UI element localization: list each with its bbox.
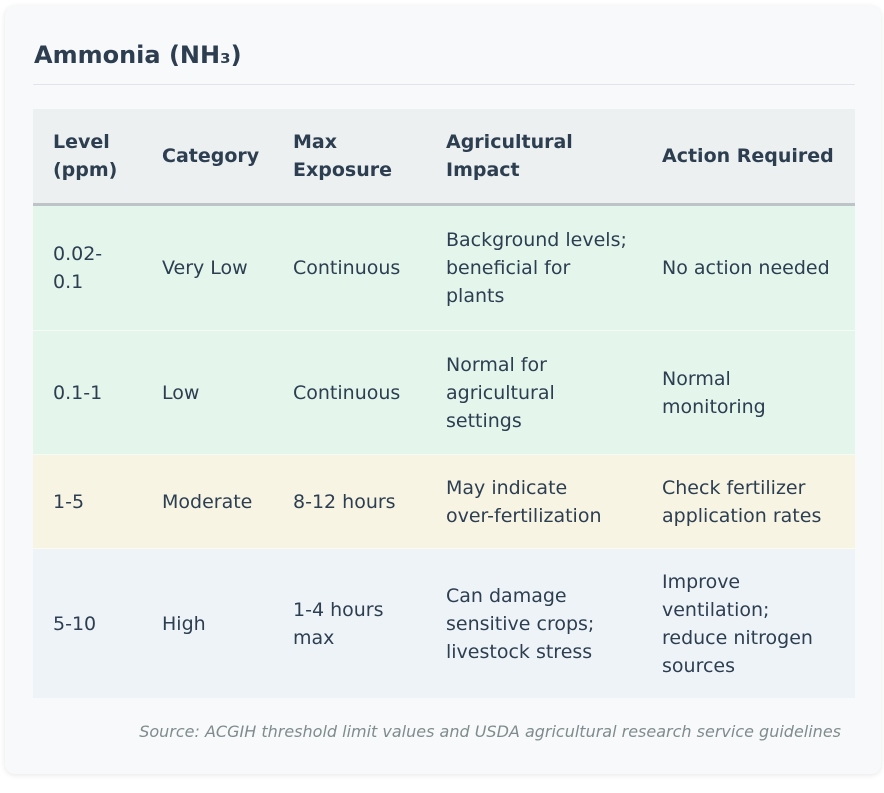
cell-text: monitoring bbox=[662, 395, 766, 418]
cell-text: Check fertilizer bbox=[662, 476, 806, 499]
cell-text: Can damage bbox=[446, 584, 567, 607]
cell-text: Continuous bbox=[293, 381, 401, 404]
table-row: 0.1-1 Low Continuous Normal for agricult… bbox=[33, 330, 855, 455]
card-title: Ammonia (NH₃) bbox=[34, 41, 242, 69]
cell-text: livestock stress bbox=[446, 640, 593, 663]
header-max-exposure-line-2: Exposure bbox=[293, 159, 392, 181]
cell-text: sensitive crops; bbox=[446, 612, 595, 635]
cell-text: 5-10 bbox=[53, 612, 97, 635]
cell-max-exposure: 1-4 hours max bbox=[273, 548, 426, 698]
cell-level: 1-5 bbox=[33, 454, 142, 549]
cell-text: settings bbox=[446, 409, 522, 432]
cell-category: Moderate bbox=[142, 454, 273, 549]
cell-level: 0.02- 0.1 bbox=[33, 204, 142, 331]
cell-max-exposure: Continuous bbox=[273, 204, 426, 331]
source-note: Source: ACGIH threshold limit values and… bbox=[139, 722, 841, 741]
cell-text: reduce nitrogen bbox=[662, 626, 813, 649]
header-action-line-1: Action Required bbox=[662, 145, 834, 167]
table-header-row: Level (ppm) Category Max Exposure Agricu… bbox=[33, 109, 855, 206]
cell-text: 0.02- bbox=[53, 243, 103, 265]
title-divider bbox=[33, 84, 855, 85]
header-max-exposure: Max Exposure bbox=[273, 109, 426, 206]
cell-action: Check fertilizer application rates bbox=[642, 454, 855, 549]
header-level: Level (ppm) bbox=[33, 109, 142, 206]
cell-text: Background levels; bbox=[446, 229, 627, 251]
header-action-required: Action Required bbox=[642, 109, 855, 206]
cell-impact: Normal for agricultural settings bbox=[426, 330, 642, 455]
cell-text: max bbox=[293, 626, 335, 649]
header-level-line-2: (ppm) bbox=[53, 159, 118, 181]
header-max-exposure-line-1: Max bbox=[293, 131, 337, 153]
cell-text: agricultural bbox=[446, 381, 555, 404]
cell-text: Moderate bbox=[162, 490, 253, 513]
ammonia-card: Ammonia (NH₃) Level (ppm) Category Max E… bbox=[5, 6, 881, 774]
cell-max-exposure: 8-12 hours bbox=[273, 454, 426, 549]
cell-text: application rates bbox=[662, 504, 822, 527]
header-level-line-1: Level bbox=[53, 131, 110, 153]
cell-text: Low bbox=[162, 381, 200, 404]
cell-text: beneficial for bbox=[446, 257, 571, 279]
cell-text: Normal bbox=[662, 367, 731, 390]
cell-text: over-fertilization bbox=[446, 504, 602, 527]
cell-category: High bbox=[142, 548, 273, 698]
cell-impact: Background levels; beneficial for plants bbox=[426, 204, 642, 331]
cell-text: Normal for bbox=[446, 353, 547, 376]
cell-category: Very Low bbox=[142, 204, 273, 331]
ammonia-levels-table: Level (ppm) Category Max Exposure Agricu… bbox=[33, 109, 855, 698]
cell-text: Improve bbox=[662, 570, 741, 593]
cell-text: Continuous bbox=[293, 257, 401, 279]
cell-text: 0.1-1 bbox=[53, 381, 103, 404]
cell-action: Normal monitoring bbox=[642, 330, 855, 455]
cell-category: Low bbox=[142, 330, 273, 455]
cell-text: May indicate bbox=[446, 476, 568, 499]
cell-text: 8-12 hours bbox=[293, 490, 396, 513]
cell-text: 1-4 hours bbox=[293, 598, 384, 621]
table-row: 5-10 High 1-4 hours max Can damage sensi… bbox=[33, 548, 855, 698]
cell-text: Very Low bbox=[162, 257, 248, 279]
cell-action: Improve ventilation; reduce nitrogen sou… bbox=[642, 548, 855, 698]
header-agricultural-impact: Agricultural Impact bbox=[426, 109, 642, 206]
cell-text: sources bbox=[662, 654, 735, 677]
cell-text: High bbox=[162, 612, 206, 635]
header-impact-line-2: Impact bbox=[446, 159, 520, 181]
cell-max-exposure: Continuous bbox=[273, 330, 426, 455]
cell-level: 0.1-1 bbox=[33, 330, 142, 455]
cell-impact: May indicate over-fertilization bbox=[426, 454, 642, 549]
cell-action: No action needed bbox=[642, 204, 855, 331]
table-row: 1-5 Moderate 8-12 hours May indicate ove… bbox=[33, 454, 855, 549]
cell-impact: Can damage sensitive crops; livestock st… bbox=[426, 548, 642, 698]
cell-level: 5-10 bbox=[33, 548, 142, 698]
header-category: Category bbox=[142, 109, 273, 206]
cell-text: 0.1 bbox=[53, 271, 84, 293]
header-category-line-1: Category bbox=[162, 145, 260, 167]
cell-text: plants bbox=[446, 285, 505, 307]
cell-text: No action needed bbox=[662, 257, 830, 279]
table-row: 0.02- 0.1 Very Low Continuous Background… bbox=[33, 204, 855, 331]
cell-text: ventilation; bbox=[662, 598, 770, 621]
header-impact-line-1: Agricultural bbox=[446, 131, 573, 153]
cell-text: 1-5 bbox=[53, 490, 85, 513]
